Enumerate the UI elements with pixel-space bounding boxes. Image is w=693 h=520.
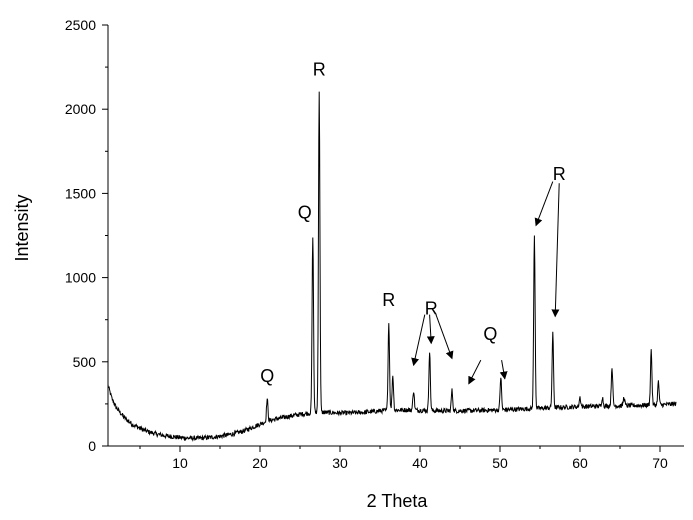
y-tick-label: 500 (73, 354, 97, 370)
annotations: Q Q R R R Q R (260, 60, 566, 386)
peak-label: R (425, 299, 438, 319)
x-tick-label: 20 (252, 455, 268, 471)
y-tick-label: 2500 (65, 17, 96, 33)
x-tick-label: 30 (332, 455, 348, 471)
peak-label: Q (298, 203, 312, 223)
xrd-trace-line (107, 91, 677, 442)
ticks (102, 24, 661, 452)
peak-label: R (382, 290, 395, 310)
y-tick-label: 0 (88, 438, 96, 454)
annotation-arrow (551, 183, 560, 318)
tick-labels: 10 20 30 40 50 60 70 0 500 1000 1500 2000 2500 (65, 17, 668, 471)
annotation-arrow (426, 314, 435, 345)
annotation-arrow (435, 314, 454, 360)
x-axis-title: 2 Theta (367, 491, 429, 511)
x-tick-label: 70 (652, 455, 668, 471)
x-tick-label: 40 (412, 455, 428, 471)
peak-label: R (553, 164, 566, 184)
axes (107, 25, 684, 447)
x-tick-label: 60 (572, 455, 588, 471)
y-tick-label: 2000 (65, 101, 96, 117)
annotation-arrow (499, 360, 508, 380)
x-tick-label: 10 (172, 455, 188, 471)
y-tick-label: 1000 (65, 270, 96, 286)
y-axis-title: Intensity (12, 194, 32, 261)
peak-label: Q (483, 324, 497, 344)
annotation-arrow (534, 181, 554, 227)
x-tick-label: 50 (492, 455, 508, 471)
peak-label: R (313, 60, 326, 80)
peak-label: Q (260, 366, 274, 386)
annotation-arrow (468, 359, 482, 385)
y-tick-label: 1500 (65, 185, 96, 201)
annotation-arrow (411, 314, 426, 367)
